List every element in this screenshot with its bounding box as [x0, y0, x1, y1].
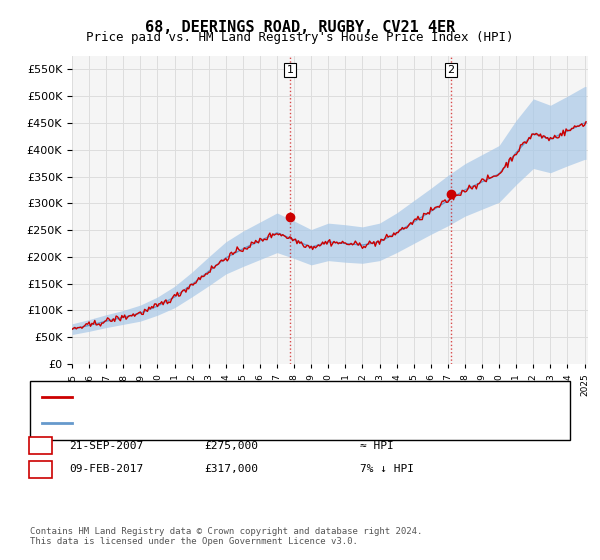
Text: 68, DEERINGS ROAD, RUGBY, CV21 4ER (detached house): 68, DEERINGS ROAD, RUGBY, CV21 4ER (deta…: [81, 392, 425, 402]
Text: 2: 2: [447, 65, 454, 75]
Text: 09-FEB-2017: 09-FEB-2017: [69, 464, 143, 474]
Text: Contains HM Land Registry data © Crown copyright and database right 2024.
This d: Contains HM Land Registry data © Crown c…: [30, 526, 422, 546]
Text: £275,000: £275,000: [204, 441, 258, 451]
Text: 2: 2: [37, 464, 44, 474]
Text: HPI: Average price, detached house, Rugby: HPI: Average price, detached house, Rugb…: [81, 418, 358, 428]
Text: ≈ HPI: ≈ HPI: [360, 441, 394, 451]
Text: 7% ↓ HPI: 7% ↓ HPI: [360, 464, 414, 474]
Text: 1: 1: [37, 441, 44, 451]
Text: 21-SEP-2007: 21-SEP-2007: [69, 441, 143, 451]
Text: Price paid vs. HM Land Registry's House Price Index (HPI): Price paid vs. HM Land Registry's House …: [86, 31, 514, 44]
Text: 1: 1: [286, 65, 293, 75]
Text: £317,000: £317,000: [204, 464, 258, 474]
Text: 68, DEERINGS ROAD, RUGBY, CV21 4ER: 68, DEERINGS ROAD, RUGBY, CV21 4ER: [145, 20, 455, 35]
